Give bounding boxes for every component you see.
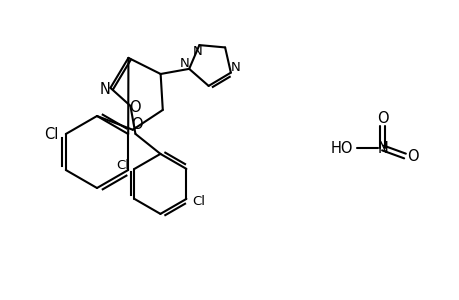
Text: Cl: Cl	[191, 195, 204, 208]
Text: HO: HO	[330, 140, 352, 155]
Text: Cl: Cl	[44, 127, 58, 142]
Text: O: O	[131, 117, 142, 132]
Text: N: N	[192, 45, 202, 58]
Text: O: O	[376, 110, 388, 125]
Text: O: O	[406, 148, 418, 164]
Text: O: O	[129, 100, 141, 116]
Text: Cl: Cl	[116, 159, 129, 172]
Text: N: N	[230, 61, 240, 74]
Text: N: N	[100, 82, 111, 98]
Text: N: N	[377, 140, 387, 155]
Text: N: N	[179, 57, 189, 70]
